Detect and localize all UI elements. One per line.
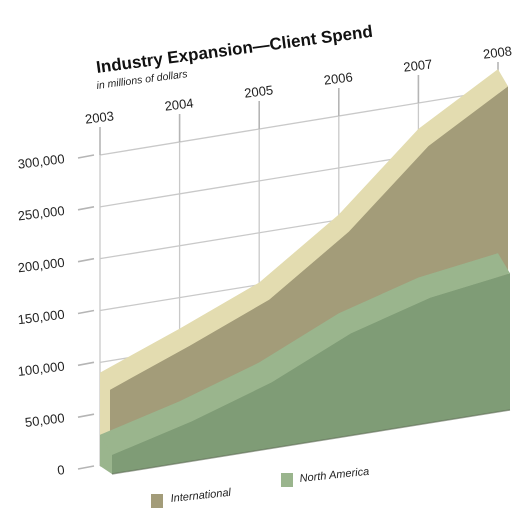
chart-title: Industry Expansion—Client Spend <box>95 22 374 77</box>
area-edge-international <box>100 69 508 390</box>
y-tick-mark <box>77 257 95 263</box>
legend-label-international: International <box>170 487 232 505</box>
x-tick-label: 2004 <box>164 95 195 113</box>
y-tick-label: 50,000 <box>24 410 65 430</box>
y-tick-label: 200,000 <box>17 255 65 276</box>
area-edge-north-america <box>100 253 510 455</box>
x-tick-label: 2008 <box>482 43 513 61</box>
x-tick-label: 2005 <box>243 82 274 100</box>
x-tick-label: 2006 <box>323 69 354 87</box>
legend-swatch-international <box>151 494 163 508</box>
legend-swatch-north-america <box>281 473 293 487</box>
chart-legend: International North America <box>151 466 370 508</box>
x-tick-label: 2007 <box>403 56 434 74</box>
grid-line-y <box>99 89 499 156</box>
y-tick-label: 100,000 <box>17 358 65 379</box>
y-tick-mark <box>77 154 95 159</box>
y-tick-mark <box>77 206 95 211</box>
y-tick-mark <box>77 361 95 367</box>
y-tick-label: 150,000 <box>17 307 65 328</box>
legend-label-north-america: North America <box>299 466 370 485</box>
y-tick-mark <box>77 309 95 315</box>
area-north-america <box>112 273 510 474</box>
y-tick-label: 250,000 <box>17 203 65 224</box>
area-base-edge <box>111 409 511 475</box>
chart-labels: 0 50,000 100,000 150,000 200,000 250,000 300,0… <box>17 43 513 478</box>
y-tick-mark <box>77 465 95 470</box>
y-tick-label: 0 <box>56 462 65 478</box>
chart-areas <box>100 69 511 475</box>
x-tick-label: 2003 <box>84 108 115 126</box>
area-side-north-america <box>100 434 112 474</box>
y-tick-mark <box>77 413 95 418</box>
y-tick-label: 300,000 <box>17 151 65 172</box>
